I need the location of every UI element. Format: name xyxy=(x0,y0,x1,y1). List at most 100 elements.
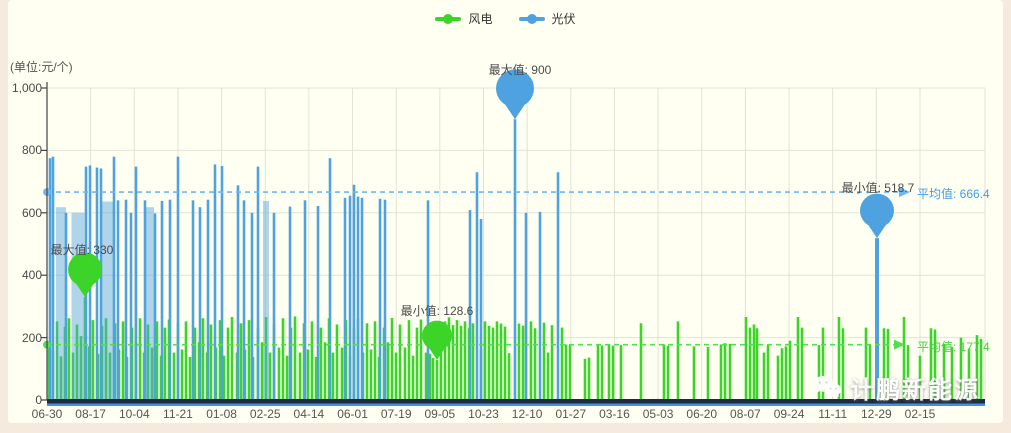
bar-pv[interactable] xyxy=(95,167,99,400)
bar-wind[interactable] xyxy=(975,335,979,400)
bar-wind[interactable] xyxy=(369,349,373,400)
bar-wind[interactable] xyxy=(67,318,71,400)
bar-wind[interactable] xyxy=(146,324,150,400)
bar-wind[interactable] xyxy=(533,328,537,400)
bar-wind[interactable] xyxy=(306,349,310,400)
bar-pv[interactable] xyxy=(168,199,172,400)
bar-wind[interactable] xyxy=(75,324,79,400)
bar-pv-light[interactable] xyxy=(263,200,269,400)
bar-wind[interactable] xyxy=(277,347,281,400)
bar-wind[interactable] xyxy=(419,319,423,400)
bar-wind[interactable] xyxy=(59,356,63,400)
bar-wind[interactable] xyxy=(942,343,946,400)
bar-pv[interactable] xyxy=(134,166,138,400)
bar-wind[interactable] xyxy=(424,352,428,400)
bar-wind[interactable] xyxy=(209,324,213,400)
bar-wind[interactable] xyxy=(471,323,475,400)
bar-wind[interactable] xyxy=(398,324,402,400)
bar-wind[interactable] xyxy=(550,325,554,400)
bar-wind[interactable] xyxy=(495,321,499,400)
bar-wind[interactable] xyxy=(766,345,770,400)
bar-wind[interactable] xyxy=(386,342,390,400)
bar-wind[interactable] xyxy=(587,357,591,400)
bar-wind[interactable] xyxy=(564,344,568,400)
bar-wind[interactable] xyxy=(868,345,872,400)
bar-wind[interactable] xyxy=(959,337,963,400)
wind-min-pin-icon[interactable] xyxy=(422,320,452,351)
bar-wind[interactable] xyxy=(886,328,890,400)
bar-pv[interactable] xyxy=(468,209,472,400)
bar-wind[interactable] xyxy=(451,325,455,400)
bar-wind[interactable] xyxy=(902,317,906,400)
bar-wind[interactable] xyxy=(435,359,439,400)
bar-wind[interactable] xyxy=(546,352,550,400)
bar-wind[interactable] xyxy=(752,324,756,400)
bar-wind[interactable] xyxy=(906,345,910,400)
bar-wind[interactable] xyxy=(180,349,184,400)
bar-wind[interactable] xyxy=(692,346,696,400)
bar-wind[interactable] xyxy=(91,320,95,400)
bar-pv[interactable] xyxy=(556,172,560,400)
bar-wind[interactable] xyxy=(967,348,971,400)
bar-wind[interactable] xyxy=(662,344,666,400)
bar-wind[interactable] xyxy=(188,356,192,400)
bar-wind[interactable] xyxy=(933,329,937,400)
bar-wind[interactable] xyxy=(459,325,463,400)
bar-pv[interactable] xyxy=(875,238,879,400)
bar-pv[interactable] xyxy=(250,212,254,400)
bar-wind[interactable] xyxy=(882,328,886,400)
bar-pv-light[interactable] xyxy=(146,207,154,400)
pv-max-pin-icon[interactable] xyxy=(496,69,534,108)
bar-wind[interactable] xyxy=(319,327,323,400)
bar-wind[interactable] xyxy=(607,344,611,400)
bar-pv[interactable] xyxy=(112,156,116,400)
bar-pv[interactable] xyxy=(206,199,210,400)
bar-wind[interactable] xyxy=(230,317,234,400)
bar-wind[interactable] xyxy=(800,327,804,400)
bar-wind[interactable] xyxy=(744,317,748,400)
bar-wind[interactable] xyxy=(864,327,868,400)
bar-wind[interactable] xyxy=(443,321,447,400)
bar-wind[interactable] xyxy=(431,357,435,400)
bar-wind[interactable] xyxy=(728,343,732,400)
bar-wind[interactable] xyxy=(71,352,75,400)
bar-wind[interactable] xyxy=(619,345,623,400)
bar-wind[interactable] xyxy=(172,352,176,400)
bar-wind[interactable] xyxy=(780,348,784,400)
bar-pv[interactable] xyxy=(129,212,133,400)
bar-wind[interactable] xyxy=(247,320,251,400)
bar-wind[interactable] xyxy=(373,321,377,400)
bar-wind[interactable] xyxy=(841,328,845,400)
bar-wind[interactable] xyxy=(821,327,825,400)
bar-wind[interactable] xyxy=(264,317,268,400)
bar-wind[interactable] xyxy=(776,355,780,400)
bar-wind[interactable] xyxy=(950,346,954,400)
bar-wind[interactable] xyxy=(218,320,222,400)
bar-wind[interactable] xyxy=(676,321,680,400)
pv-min-pin-icon[interactable] xyxy=(860,193,894,228)
bar-wind[interactable] xyxy=(455,320,459,400)
bar-wind[interactable] xyxy=(463,321,467,400)
bar-pv[interactable] xyxy=(288,206,292,400)
bar-pv[interactable] xyxy=(513,119,517,400)
bar-wind[interactable] xyxy=(268,352,272,400)
bar-pv[interactable] xyxy=(356,196,360,400)
bar-pv-light[interactable] xyxy=(102,201,114,400)
bar-pv[interactable] xyxy=(538,211,542,400)
bar-wind[interactable] xyxy=(719,344,723,400)
bar-pv[interactable] xyxy=(191,200,195,400)
bar-wind[interactable] xyxy=(193,327,197,400)
bar-wind[interactable] xyxy=(55,321,59,400)
bar-wind[interactable] xyxy=(600,345,604,400)
bar-wind[interactable] xyxy=(281,318,285,400)
bar-wind[interactable] xyxy=(260,342,264,400)
bar-pv[interactable] xyxy=(328,158,332,400)
bar-wind[interactable] xyxy=(365,323,369,400)
bar-pv[interactable] xyxy=(426,200,430,400)
bar-wind[interactable] xyxy=(285,355,289,400)
bar-wind[interactable] xyxy=(403,347,407,400)
bar-wind[interactable] xyxy=(503,326,507,400)
bar-wind[interactable] xyxy=(583,358,587,400)
bar-wind[interactable] xyxy=(121,321,125,400)
bar-wind[interactable] xyxy=(411,355,415,400)
